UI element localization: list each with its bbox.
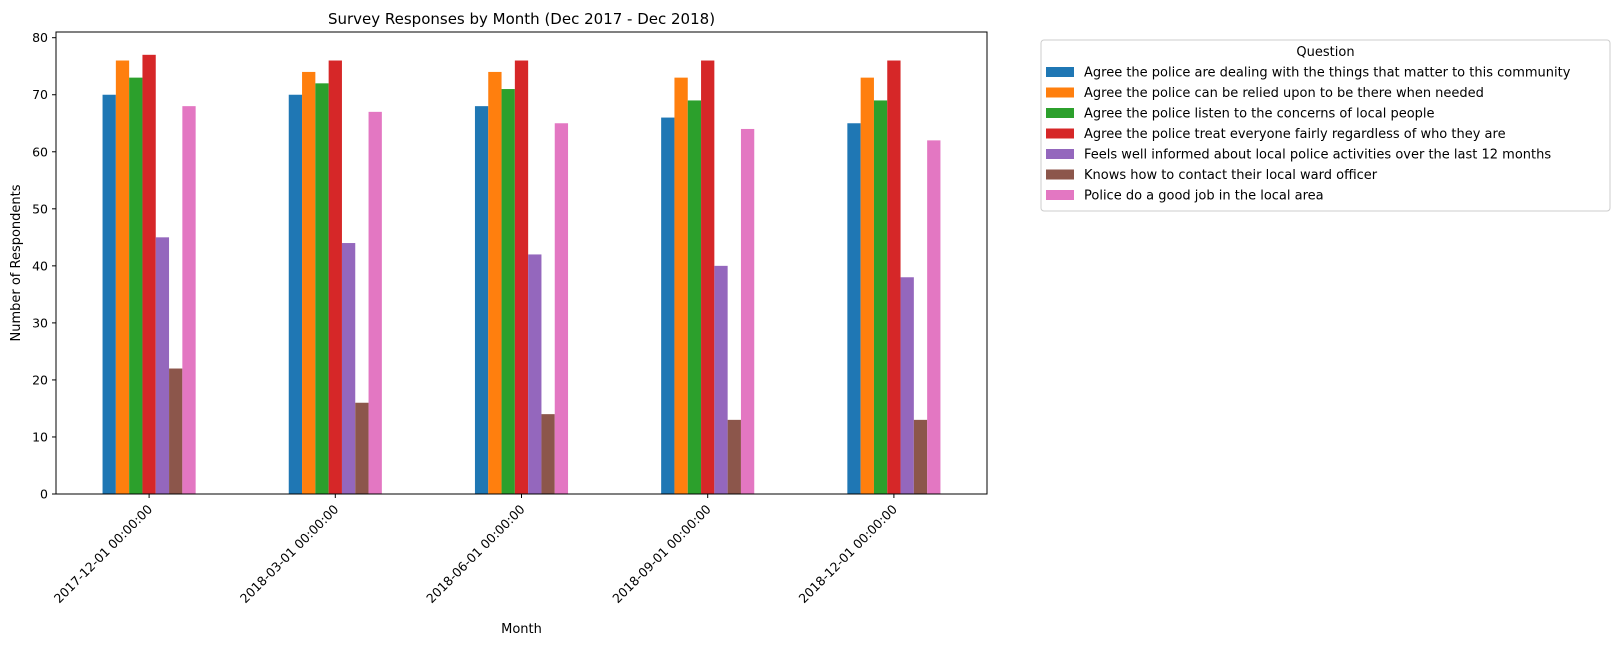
- bar-1-5: [847, 123, 861, 494]
- bar-4-5: [887, 60, 901, 495]
- bar-1-2: [288, 94, 303, 495]
- legend-label: Knows how to contact their local ward of…: [1084, 168, 1378, 183]
- y-tick-label: 20: [32, 372, 48, 387]
- y-tick-label: 0: [40, 487, 48, 502]
- legend-label: Agree the police treat everyone fairly r…: [1084, 127, 1506, 142]
- legend-swatch: [1046, 67, 1074, 77]
- bar-3-1: [129, 77, 143, 494]
- bar-6-2: [355, 402, 369, 494]
- legend-swatch: [1046, 87, 1074, 98]
- legend-swatch: [1046, 190, 1074, 200]
- bar-6-3: [541, 414, 555, 494]
- plot-frame: [55, 31, 988, 495]
- bar-2-1: [115, 60, 130, 495]
- bar-2-2: [302, 71, 316, 495]
- bar-5-4: [714, 265, 728, 494]
- bar-1-1: [102, 94, 116, 495]
- y-tick-label: 60: [32, 144, 48, 159]
- bar-7-3: [554, 123, 569, 494]
- legend-swatch: [1046, 169, 1074, 180]
- y-tick-label: 50: [32, 201, 48, 216]
- bar-2-3: [488, 71, 502, 495]
- chart-title: Survey Responses by Month (Dec 2017 - De…: [328, 10, 715, 28]
- legend-title: Question: [1296, 45, 1354, 60]
- bar-7-2: [368, 111, 382, 494]
- legend-swatch: [1046, 108, 1074, 118]
- bar-1-4: [661, 117, 675, 494]
- bar-3-5: [873, 100, 888, 494]
- legend-label: Police do a good job in the local area: [1084, 189, 1324, 204]
- bar-5-2: [341, 243, 356, 494]
- legend-label: Agree the police are dealing with the th…: [1084, 66, 1571, 81]
- bar-4-4: [701, 60, 715, 495]
- legend-box: [1040, 39, 1611, 212]
- bar-3-3: [501, 89, 515, 494]
- y-tick-label: 30: [32, 315, 48, 330]
- bar-2-4: [674, 77, 688, 494]
- bar-4-3: [514, 60, 529, 495]
- y-tick-label: 80: [32, 30, 48, 45]
- bar-4-2: [328, 60, 342, 495]
- bar-7-5: [927, 140, 941, 494]
- bars-group: [102, 54, 941, 495]
- legend-label: Agree the police listen to the concerns …: [1084, 107, 1435, 122]
- y-axis: 0 10 20 30 40 50 60 70 80: [32, 30, 56, 502]
- bar-1-3: [474, 106, 489, 495]
- y-axis-label: Number of Respondents: [9, 184, 24, 341]
- bar-6-5: [913, 419, 928, 494]
- bar-3-4: [687, 100, 702, 494]
- y-tick-label: 40: [32, 258, 48, 273]
- bar-4-1: [142, 54, 156, 495]
- legend: Question Agree the police are dealing wi…: [1040, 39, 1611, 212]
- legend-label: Agree the police can be relied upon to b…: [1084, 86, 1484, 101]
- bar-5-1: [155, 237, 170, 494]
- bar-7-1: [182, 106, 196, 495]
- bar-5-5: [900, 277, 914, 494]
- legend-label: Feels well informed about local police a…: [1084, 148, 1551, 163]
- legend-swatch: [1046, 149, 1074, 159]
- bar-7-4: [740, 128, 755, 494]
- bar-2-5: [860, 77, 874, 494]
- bar-5-3: [528, 254, 542, 494]
- bar-6-1: [169, 368, 183, 494]
- bar-6-4: [727, 419, 741, 494]
- y-tick-label: 70: [32, 87, 48, 102]
- bar-3-2: [315, 83, 329, 494]
- y-tick-label: 10: [32, 429, 48, 444]
- legend-items: Agree the police are dealing with the th…: [1046, 66, 1571, 204]
- legend-swatch: [1046, 128, 1074, 139]
- x-axis-label: Month: [501, 622, 542, 637]
